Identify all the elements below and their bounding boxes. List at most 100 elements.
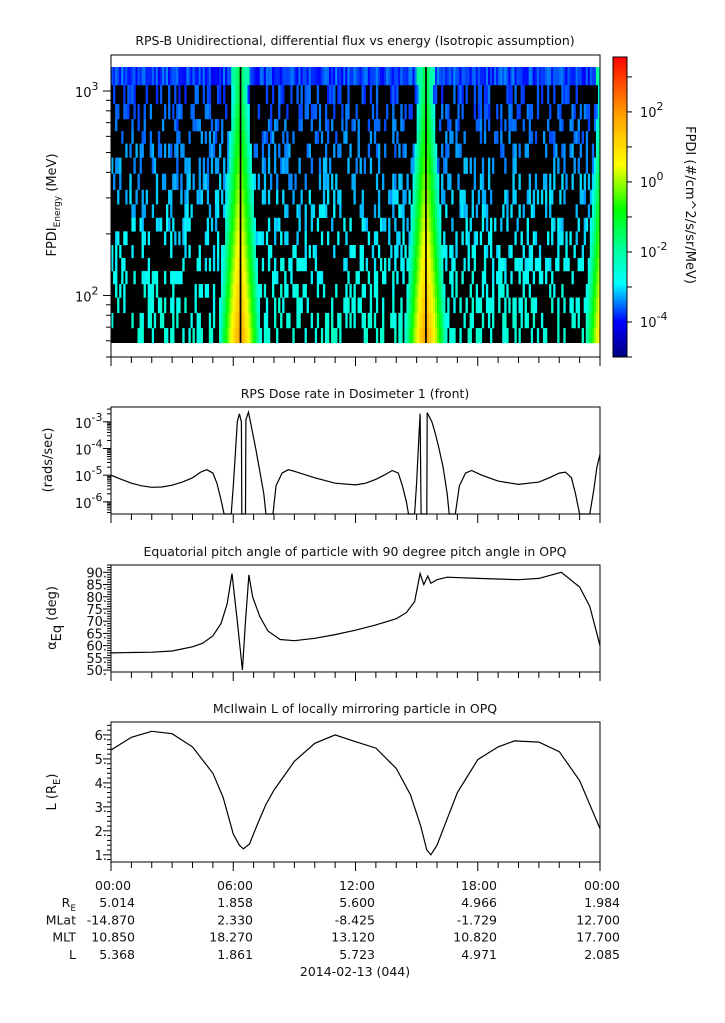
spectrogram-cell: [269, 104, 273, 120]
colorbar-swatch: [613, 199, 627, 201]
spectrogram-cell: [597, 312, 601, 329]
colorbar-swatch: [613, 193, 627, 195]
spectrogram-cell: [188, 67, 191, 86]
spectrogram-cell: [394, 67, 397, 86]
spectrogram-cell: [233, 231, 236, 246]
spectrogram-cell: [439, 67, 442, 86]
spectrogram-cell: [565, 85, 568, 105]
spectrogram-cell: [593, 67, 597, 86]
spectrogram-cell: [418, 189, 421, 205]
colorbar-swatch: [613, 231, 627, 233]
spectrogram-cell: [557, 231, 560, 246]
colorbar-swatch: [613, 121, 627, 123]
spectrogram-cell: [113, 271, 116, 285]
spectrogram-cell: [524, 271, 527, 285]
spectrogram-cell: [412, 143, 415, 158]
spectrogram-cell: [361, 284, 364, 298]
spectrogram-cell: [510, 104, 513, 120]
spectrogram-cell: [369, 157, 373, 174]
spectrogram-cell: [361, 245, 364, 259]
spectrogram-cell: [324, 104, 328, 120]
spectrogram-cell: [528, 284, 532, 298]
spectrogram-cell: [363, 157, 366, 174]
spectrogram-cell: [420, 217, 424, 232]
spectrogram-cell: [247, 189, 250, 205]
spectrogram-cell: [218, 85, 222, 105]
spectrogram-cell: [549, 204, 552, 218]
spectrogram-cell: [508, 245, 511, 259]
spectrogram-cell: [593, 297, 597, 314]
spectrogram-cell: [363, 217, 366, 232]
colorbar-swatch: [613, 312, 627, 314]
spectrogram-cell: [485, 67, 489, 86]
spectrogram-cell: [229, 245, 232, 259]
spectrogram-cell: [489, 189, 493, 205]
spectrogram-cell: [308, 189, 311, 205]
spectrogram-cell: [294, 245, 297, 259]
spectrogram-cell: [587, 297, 591, 314]
spectrogram-cell: [168, 189, 171, 205]
spectrogram-cell: [451, 284, 454, 298]
spectrogram-cell: [406, 217, 409, 232]
colorbar-swatch: [613, 304, 627, 306]
spectrogram-cell: [469, 217, 472, 232]
spectrogram-cell: [414, 157, 417, 174]
colorbar-swatch: [613, 292, 627, 294]
spectrogram-cell: [406, 284, 409, 298]
spectrogram-cell: [504, 67, 507, 86]
spectrogram-cell: [357, 143, 360, 158]
spectrogram-cell: [347, 157, 350, 174]
colorbar-swatch: [613, 90, 627, 92]
tick-base: 10: [75, 290, 92, 305]
spectrogram-cell: [339, 312, 342, 329]
spectrogram-cell: [200, 131, 203, 144]
spectrogram-cell: [426, 257, 430, 272]
spectrogram-cell: [597, 284, 601, 298]
spectrogram-cell: [157, 67, 161, 86]
spectrogram-cell: [481, 312, 485, 329]
spectrogram-cell: [316, 85, 320, 105]
spectrogram-cell: [410, 328, 413, 344]
spectrogram-cell: [563, 189, 566, 205]
colorbar-swatch: [613, 323, 627, 325]
spectrogram-cell: [178, 131, 181, 144]
colorbar-swatch: [613, 115, 627, 117]
spectrogram-cell: [113, 67, 116, 86]
colorbar-swatch: [613, 321, 627, 323]
spectrogram-cell: [343, 257, 346, 272]
colorbar-swatch: [613, 92, 627, 94]
spectrogram-cell: [392, 312, 395, 329]
spectrogram-cell: [422, 284, 426, 298]
colorbar-swatch: [613, 142, 627, 144]
spectrogram-cell: [133, 85, 136, 105]
spectrogram-cell: [351, 245, 354, 259]
spectrogram-cell: [233, 67, 236, 86]
spectrogram-cell: [184, 157, 187, 174]
colorbar-swatch: [613, 161, 627, 163]
colorbar-swatch: [613, 65, 627, 67]
spectrogram-cell: [296, 297, 299, 314]
spectrogram-cell: [216, 245, 220, 259]
spectrogram-cell: [449, 173, 452, 190]
spectrogram-cell: [245, 143, 248, 158]
spectrogram-cell: [353, 67, 356, 86]
spectrogram-cell: [233, 204, 236, 218]
spectrogram-cell: [245, 231, 248, 246]
spectrogram-cell: [235, 189, 238, 205]
spectrogram-cell: [223, 204, 226, 218]
colorbar-swatch: [613, 204, 627, 206]
spectrogram-cell: [392, 271, 395, 285]
spectrogram-cell: [249, 328, 252, 344]
spectrogram-cell: [276, 271, 279, 285]
x-tick-label: 06:00: [217, 878, 253, 893]
spectrogram-cell: [526, 271, 529, 285]
spectrogram-cell: [316, 312, 320, 329]
spectrogram-cell: [298, 104, 301, 120]
spectrogram-cell: [384, 119, 387, 132]
spectrogram-cell: [123, 257, 126, 272]
spectrogram-cell: [412, 297, 415, 314]
spectrogram-cell: [408, 67, 411, 86]
spectrogram-cell: [430, 312, 434, 329]
spectrogram-cell: [318, 173, 322, 190]
spectrogram-cell: [475, 204, 479, 218]
